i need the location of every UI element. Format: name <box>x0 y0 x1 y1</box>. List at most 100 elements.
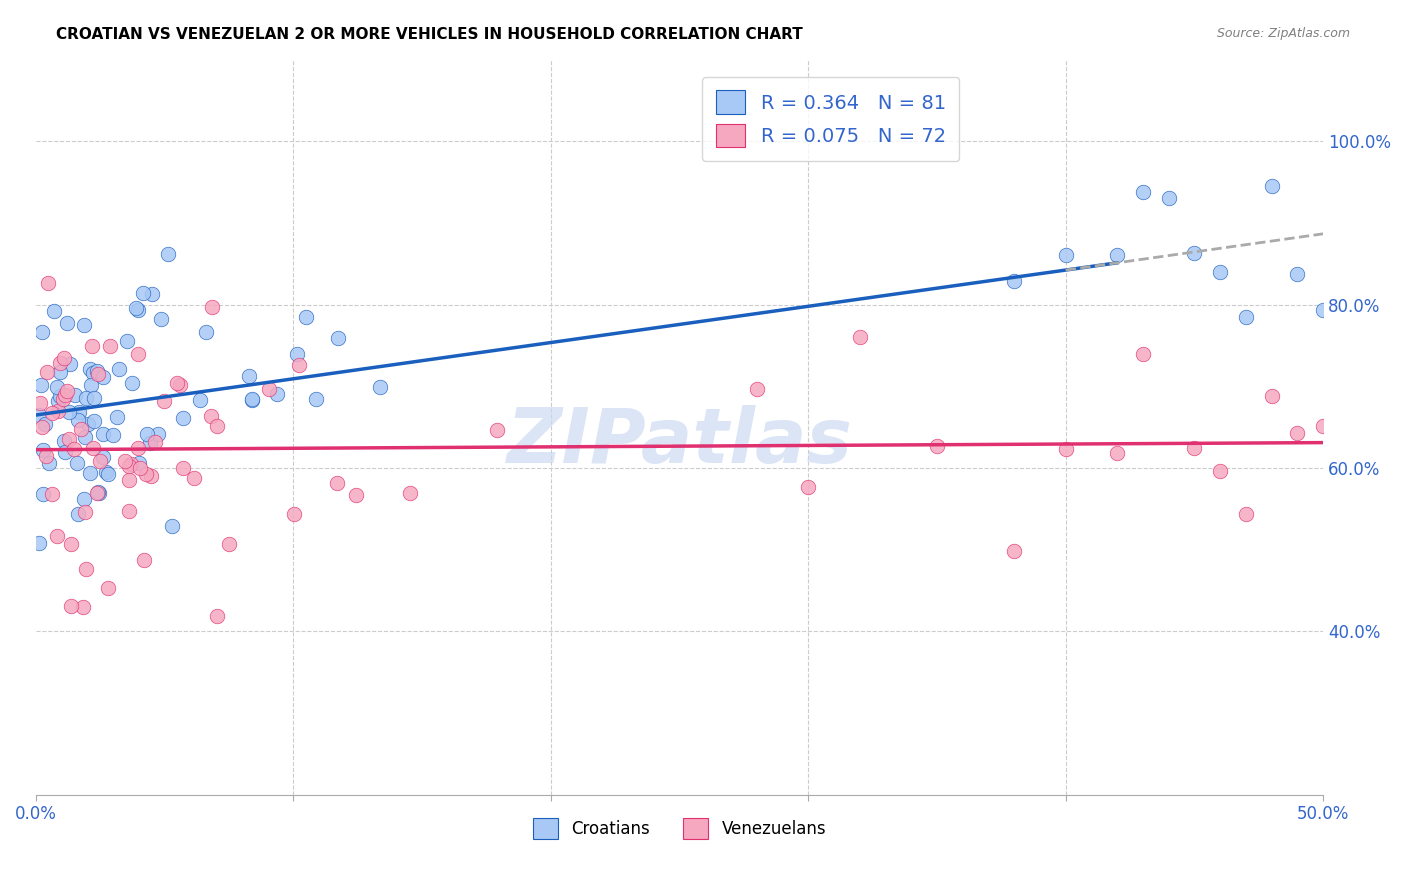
Point <box>89 454 111 468</box>
Point <box>91 370 114 384</box>
Point <box>1312 419 1334 434</box>
Point <box>797 480 820 494</box>
Point <box>1234 310 1257 324</box>
Point <box>30 377 52 392</box>
Point <box>31 325 53 339</box>
Point <box>75 391 97 405</box>
Point <box>48 356 70 370</box>
Point <box>79 361 101 376</box>
Point <box>127 442 149 456</box>
Point <box>82 441 104 455</box>
Point <box>118 473 141 487</box>
Point <box>82 366 104 380</box>
Point <box>141 287 163 301</box>
Point <box>72 599 94 614</box>
Point <box>32 442 55 457</box>
Point <box>257 382 280 396</box>
Point <box>162 518 184 533</box>
Point <box>1209 265 1232 279</box>
Point <box>200 409 222 424</box>
Point <box>118 459 141 474</box>
Point <box>83 414 105 428</box>
Point <box>115 334 138 348</box>
Point <box>1132 347 1154 361</box>
Point <box>118 503 141 517</box>
Point <box>37 276 59 290</box>
Point <box>46 394 69 409</box>
Point <box>745 382 768 396</box>
Point <box>238 369 260 384</box>
Point <box>1209 464 1232 478</box>
Point <box>128 456 150 470</box>
Point <box>77 417 100 431</box>
Point <box>146 426 169 441</box>
Point <box>82 338 104 352</box>
Point <box>326 331 349 345</box>
Point <box>1260 179 1282 194</box>
Point <box>326 476 349 491</box>
Point <box>172 461 194 475</box>
Point <box>83 391 105 405</box>
Point <box>188 392 211 407</box>
Point <box>368 380 391 394</box>
Point <box>73 491 96 506</box>
Point <box>207 609 229 624</box>
Point <box>1260 389 1282 403</box>
Point <box>1286 268 1309 282</box>
Point <box>86 364 108 378</box>
Point <box>242 392 264 407</box>
Point <box>143 434 166 449</box>
Point <box>124 301 146 316</box>
Point <box>58 405 80 419</box>
Point <box>48 388 70 402</box>
Point <box>42 304 65 318</box>
Point <box>288 358 311 372</box>
Point <box>283 507 305 521</box>
Point <box>41 487 63 501</box>
Point <box>35 449 58 463</box>
Point <box>114 454 136 468</box>
Point <box>67 405 90 419</box>
Point <box>91 427 114 442</box>
Point <box>46 529 69 543</box>
Point <box>87 485 110 500</box>
Legend: Croatians, Venezuelans: Croatians, Venezuelans <box>526 812 832 846</box>
Point <box>121 376 143 391</box>
Point <box>79 467 101 481</box>
Point <box>1002 543 1025 558</box>
Point <box>201 300 224 314</box>
Point <box>1107 248 1129 262</box>
Point <box>31 420 53 434</box>
Point <box>1312 302 1334 317</box>
Point <box>66 507 89 521</box>
Point <box>86 486 108 500</box>
Point <box>41 406 63 420</box>
Point <box>70 422 93 436</box>
Point <box>66 413 89 427</box>
Point <box>98 339 121 353</box>
Point <box>53 434 76 449</box>
Point <box>127 302 149 317</box>
Point <box>132 285 155 300</box>
Point <box>38 456 60 470</box>
Point <box>120 457 142 471</box>
Point <box>101 428 124 442</box>
Point <box>80 377 103 392</box>
Point <box>59 357 82 371</box>
Point <box>172 410 194 425</box>
Point <box>46 404 69 418</box>
Point <box>75 561 97 575</box>
Point <box>66 456 89 470</box>
Point <box>285 347 308 361</box>
Point <box>132 552 155 566</box>
Point <box>139 435 162 450</box>
Point <box>205 418 228 433</box>
Point <box>45 380 67 394</box>
Point <box>52 392 75 407</box>
Point <box>1286 426 1309 441</box>
Point <box>55 384 77 398</box>
Point <box>53 351 76 365</box>
Point <box>60 599 83 614</box>
Point <box>59 537 82 551</box>
Point <box>127 347 149 361</box>
